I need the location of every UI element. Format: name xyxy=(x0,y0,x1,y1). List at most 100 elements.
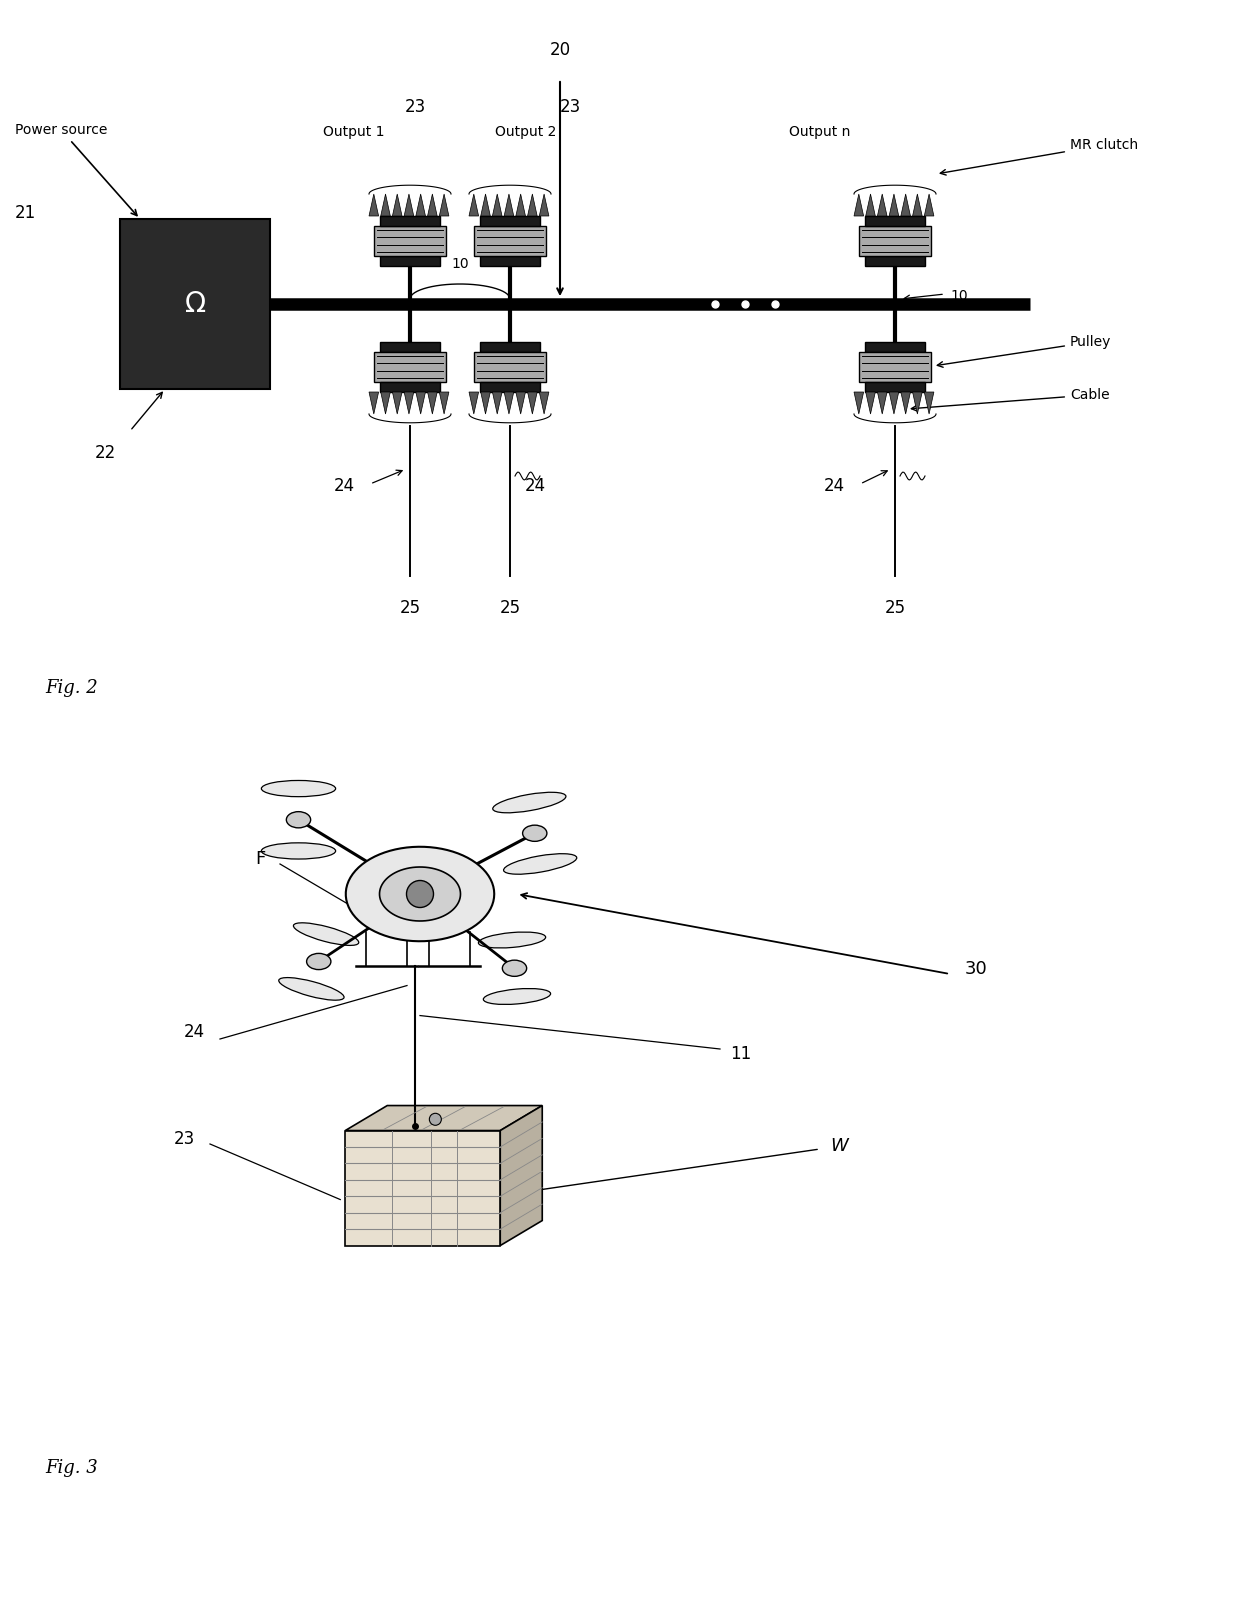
Polygon shape xyxy=(913,391,923,414)
Text: 23: 23 xyxy=(404,98,425,115)
Ellipse shape xyxy=(492,792,565,813)
Bar xyxy=(379,342,440,351)
Text: Power source: Power source xyxy=(15,124,136,215)
Text: Cable: Cable xyxy=(911,388,1110,411)
Polygon shape xyxy=(516,391,526,414)
Ellipse shape xyxy=(279,977,343,1001)
Text: 24: 24 xyxy=(525,476,546,496)
Polygon shape xyxy=(924,194,934,217)
Polygon shape xyxy=(415,391,425,414)
Polygon shape xyxy=(345,1105,542,1131)
Polygon shape xyxy=(415,194,425,217)
Bar xyxy=(374,226,446,257)
Circle shape xyxy=(407,881,434,908)
Polygon shape xyxy=(878,194,887,217)
Text: 10: 10 xyxy=(950,289,967,303)
Bar xyxy=(866,257,925,266)
Polygon shape xyxy=(428,391,438,414)
Bar xyxy=(374,351,446,382)
Polygon shape xyxy=(854,194,863,217)
Text: Fig. 3: Fig. 3 xyxy=(45,1460,98,1477)
Bar xyxy=(480,257,539,266)
Text: 24: 24 xyxy=(823,476,844,496)
Bar xyxy=(120,220,270,390)
Text: 23: 23 xyxy=(174,1129,195,1148)
Polygon shape xyxy=(527,194,537,217)
Text: F: F xyxy=(254,850,265,868)
Polygon shape xyxy=(866,194,875,217)
Polygon shape xyxy=(346,847,495,942)
Polygon shape xyxy=(392,194,402,217)
Polygon shape xyxy=(889,391,899,414)
Text: 11: 11 xyxy=(730,1044,751,1063)
Ellipse shape xyxy=(484,988,551,1004)
Polygon shape xyxy=(370,194,378,217)
Bar xyxy=(859,226,931,257)
Bar xyxy=(480,342,539,351)
Text: W: W xyxy=(830,1137,848,1155)
Polygon shape xyxy=(924,391,934,414)
Polygon shape xyxy=(505,194,513,217)
Text: 25: 25 xyxy=(884,598,905,618)
Polygon shape xyxy=(900,194,910,217)
Text: Output 2: Output 2 xyxy=(495,125,557,140)
Text: 23: 23 xyxy=(559,98,580,115)
Text: 22: 22 xyxy=(94,444,115,462)
Text: 30: 30 xyxy=(965,961,988,978)
Circle shape xyxy=(429,1113,441,1126)
Ellipse shape xyxy=(479,932,546,948)
Ellipse shape xyxy=(503,853,577,874)
Polygon shape xyxy=(439,391,449,414)
Polygon shape xyxy=(500,1105,542,1246)
Polygon shape xyxy=(900,391,910,414)
Ellipse shape xyxy=(262,781,336,797)
Polygon shape xyxy=(379,868,460,921)
Polygon shape xyxy=(404,194,414,217)
Polygon shape xyxy=(481,391,490,414)
Text: 25: 25 xyxy=(399,598,420,618)
Polygon shape xyxy=(392,391,402,414)
Ellipse shape xyxy=(522,824,547,842)
Bar xyxy=(379,382,440,391)
Bar xyxy=(474,226,546,257)
Bar xyxy=(474,351,546,382)
Ellipse shape xyxy=(306,953,331,969)
Bar xyxy=(379,257,440,266)
Polygon shape xyxy=(505,391,513,414)
Polygon shape xyxy=(854,391,863,414)
Ellipse shape xyxy=(262,842,336,860)
Polygon shape xyxy=(889,194,899,217)
Polygon shape xyxy=(370,391,378,414)
Polygon shape xyxy=(439,194,449,217)
Bar xyxy=(866,217,925,226)
Text: Output 1: Output 1 xyxy=(324,125,384,140)
Polygon shape xyxy=(539,391,549,414)
Text: 21: 21 xyxy=(15,204,36,221)
Text: Pulley: Pulley xyxy=(937,335,1111,367)
Polygon shape xyxy=(492,391,502,414)
Bar xyxy=(866,342,925,351)
Text: 24: 24 xyxy=(184,1023,205,1041)
Polygon shape xyxy=(381,194,391,217)
Polygon shape xyxy=(866,391,875,414)
Ellipse shape xyxy=(502,961,527,977)
Polygon shape xyxy=(913,194,923,217)
Polygon shape xyxy=(469,391,479,414)
Polygon shape xyxy=(492,194,502,217)
Text: Output n: Output n xyxy=(789,125,849,140)
Polygon shape xyxy=(527,391,537,414)
Text: $\Omega$: $\Omega$ xyxy=(184,290,206,318)
Text: 20: 20 xyxy=(549,42,570,59)
Polygon shape xyxy=(469,194,479,217)
Polygon shape xyxy=(428,194,438,217)
Ellipse shape xyxy=(286,812,311,828)
Bar xyxy=(379,217,440,226)
Polygon shape xyxy=(878,391,887,414)
Bar xyxy=(480,217,539,226)
Polygon shape xyxy=(516,194,526,217)
Bar xyxy=(859,351,931,382)
Text: Fig. 2: Fig. 2 xyxy=(45,678,98,698)
Polygon shape xyxy=(481,194,490,217)
Text: MR clutch: MR clutch xyxy=(940,138,1138,175)
Polygon shape xyxy=(539,194,549,217)
